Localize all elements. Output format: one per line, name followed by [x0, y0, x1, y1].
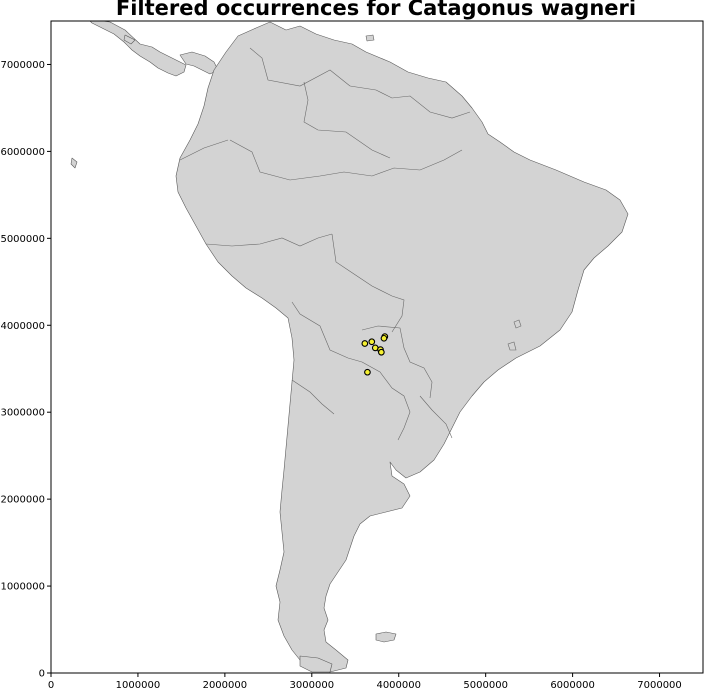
x-tick-label: 3000000: [290, 680, 335, 690]
x-tick-label: 1000000: [116, 680, 161, 690]
x-tick-label: 0: [48, 680, 54, 690]
y-tick-label: 5000000: [0, 234, 45, 245]
occurrence-point: [380, 334, 388, 342]
x-tick-label: 4000000: [376, 680, 421, 690]
y-tick-label: 4000000: [0, 321, 45, 332]
y-tick-label: 7000000: [0, 60, 45, 71]
map-title: Filtered occurrences for Catagonus wagne…: [116, 0, 636, 20]
central-america-landmass: [89, 21, 187, 77]
y-tick-label: 0: [39, 669, 45, 680]
x-axis: 0 1000000 2000000 3000000 4000000 5000000 6000…: [48, 673, 682, 690]
x-tick-label: 2000000: [203, 680, 248, 690]
y-tick-label: 1000000: [0, 582, 45, 593]
occurrence-points: [361, 333, 389, 376]
x-tick-label: 7000000: [637, 680, 682, 690]
falkland-islands: [375, 631, 397, 643]
y-tick-label: 6000000: [0, 147, 45, 158]
y-tick-label: 2000000: [0, 495, 45, 506]
y-tick-label: 3000000: [0, 408, 45, 419]
y-axis: 0 1000000 2000000 3000000 4000000 5000000 6000…: [0, 60, 51, 680]
south-america-landmass: [175, 21, 629, 673]
tierra-del-fuego: [299, 655, 333, 673]
basemap: [70, 21, 629, 673]
x-tick-label: 5000000: [463, 680, 508, 690]
caribbean-island: [123, 34, 136, 45]
country-borders: [179, 47, 471, 441]
plot-frame: [50, 20, 704, 674]
occurrence-point: [368, 338, 376, 346]
panama-isthmus: [179, 51, 219, 75]
lake-1: [513, 319, 522, 329]
x-tick-label: 6000000: [550, 680, 595, 690]
occurrence-point: [364, 368, 371, 376]
occurrence-point: [361, 340, 369, 347]
small-island-west: [70, 157, 78, 169]
occurrence-point: [377, 348, 385, 356]
lake-2: [507, 341, 517, 351]
